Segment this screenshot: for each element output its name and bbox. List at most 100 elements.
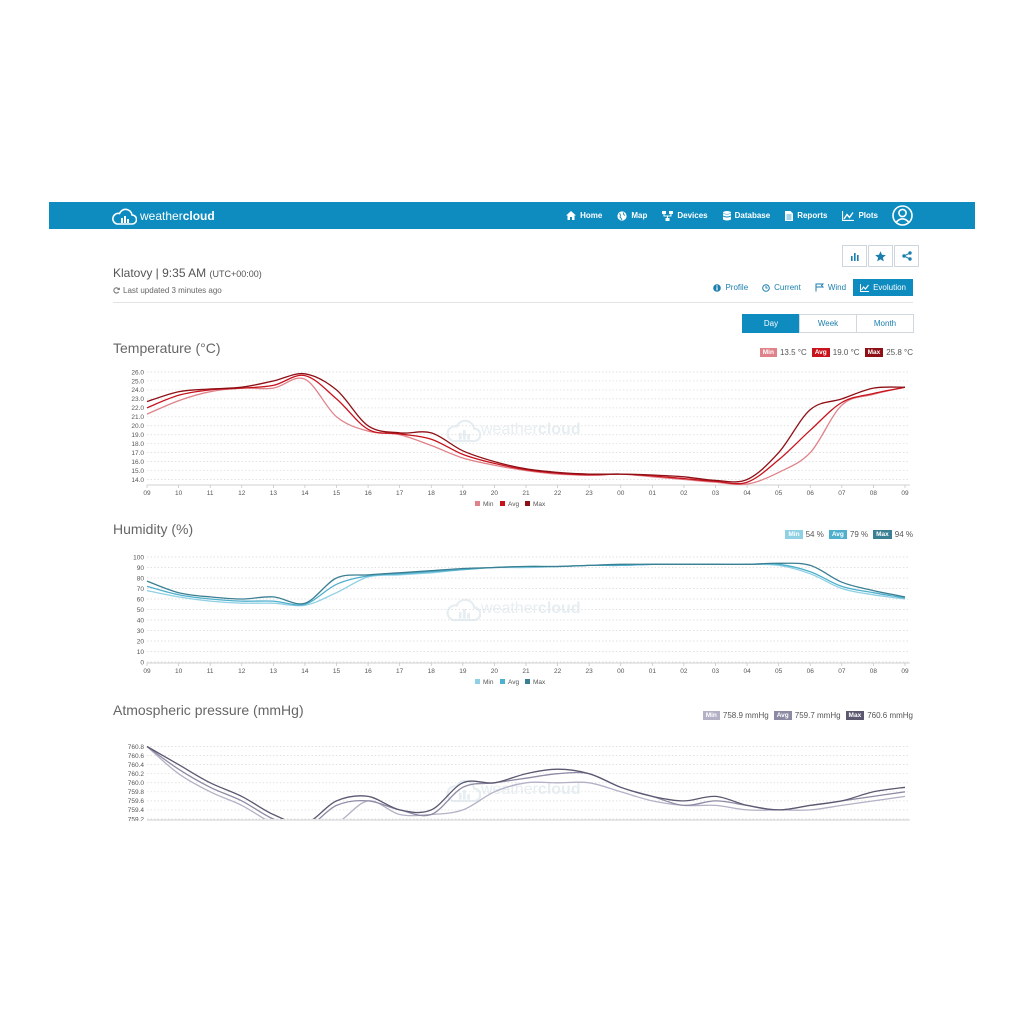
x-tick-label: 15 <box>333 490 341 497</box>
hum-avg-badge: Avg <box>828 530 847 539</box>
watermark-cloud-icon <box>446 419 481 443</box>
tab-evolution[interactable]: Evolution <box>853 279 913 296</box>
x-tick-label: 04 <box>743 668 751 675</box>
x-tick-label: 09 <box>143 490 151 497</box>
y-tick-label: 14.0 <box>131 477 144 484</box>
range-month-button[interactable]: Month <box>856 314 914 333</box>
legend-label-max: Max <box>533 501 546 508</box>
y-tick-label: 30 <box>137 628 145 635</box>
series-line-max <box>146 372 906 483</box>
y-tick-label: 760.0 <box>128 780 145 787</box>
x-tick-label: 04 <box>743 490 751 497</box>
y-tick-label: 23.0 <box>131 396 144 403</box>
globe-icon <box>617 210 627 221</box>
press-avg-value: 759.7 mmHg <box>794 711 841 720</box>
document-icon <box>785 210 794 221</box>
temperature-watermark: weather cloud <box>445 417 581 443</box>
x-tick-label: 15 <box>333 668 341 675</box>
y-tick-label: 759.4 <box>128 807 145 814</box>
temp-min-badge: Min <box>759 348 777 357</box>
nav-database[interactable]: Database <box>722 210 770 221</box>
tab-profile[interactable]: Profile <box>706 279 755 296</box>
y-tick-label: 0 <box>140 659 144 666</box>
x-tick-label: 02 <box>680 490 688 497</box>
series-line-min <box>146 563 906 607</box>
nav-map-label: Map <box>631 211 648 220</box>
press-max-badge: Max <box>845 711 865 720</box>
watermark-bold: cloud <box>537 600 581 617</box>
x-tick-label: 13 <box>270 668 278 675</box>
y-tick-label: 80 <box>137 575 145 582</box>
y-tick-label: 760.8 <box>128 744 145 751</box>
nav-plots-label: Plots <box>858 211 878 220</box>
stats-button[interactable] <box>842 245 867 267</box>
header-divider <box>113 302 913 303</box>
x-tick-label: 09 <box>901 490 909 497</box>
watermark-light: weather <box>481 781 538 798</box>
tab-current-label: Current <box>774 283 801 292</box>
station-actions <box>841 245 919 267</box>
x-tick-label: 16 <box>364 668 372 675</box>
tab-current[interactable]: Current <box>755 279 808 296</box>
temp-min-value: 13.5 °C <box>779 348 807 357</box>
main-nav: Home Map Devices Database Reports Plots <box>551 202 913 229</box>
nav-devices[interactable]: Devices <box>662 210 708 221</box>
line-chart-icon <box>842 210 855 221</box>
y-tick-label: 60 <box>137 596 145 603</box>
watermark-cloud-icon <box>446 598 481 622</box>
user-avatar-icon[interactable] <box>892 205 913 226</box>
x-tick-label: 21 <box>522 490 530 497</box>
humidity-title: Humidity (%) <box>113 521 194 537</box>
x-tick-label: 20 <box>491 668 499 675</box>
x-tick-label: 05 <box>775 490 783 497</box>
watermark-light: weather <box>481 600 538 617</box>
nav-home-label: Home <box>580 211 603 220</box>
legend-label-avg: Avg <box>508 501 519 508</box>
legend-swatch-min <box>475 501 480 506</box>
hum-min-value: 54 % <box>805 530 824 539</box>
nav-reports[interactable]: Reports <box>785 210 827 221</box>
range-day-button[interactable]: Day <box>742 314 800 333</box>
y-tick-label: 20.0 <box>131 423 144 430</box>
nav-plots[interactable]: Plots <box>842 210 878 221</box>
x-tick-label: 03 <box>712 668 720 675</box>
x-tick-label: 00 <box>617 490 625 497</box>
nav-map[interactable]: Map <box>617 210 648 221</box>
station-name-time: Klatovy | 9:35 AM <box>113 266 207 280</box>
x-tick-label: 12 <box>238 490 246 497</box>
x-tick-label: 01 <box>649 668 657 675</box>
y-tick-label: 760.6 <box>128 753 145 760</box>
temp-avg-value: 19.0 °C <box>832 348 860 357</box>
favorite-button[interactable] <box>868 245 893 267</box>
y-tick-label: 17.0 <box>131 450 144 457</box>
share-button[interactable] <box>894 245 919 267</box>
nav-home[interactable]: Home <box>566 211 602 220</box>
wind-flag-icon <box>815 283 824 292</box>
x-tick-label: 12 <box>238 668 246 675</box>
legend-swatch-avg <box>500 679 505 684</box>
y-tick-label: 759.6 <box>128 798 145 805</box>
x-tick-label: 18 <box>428 490 436 497</box>
x-tick-label: 08 <box>870 668 878 675</box>
refresh-icon <box>113 287 120 294</box>
x-tick-label: 08 <box>870 490 878 497</box>
series-group <box>146 372 906 486</box>
tab-wind[interactable]: Wind <box>808 279 853 296</box>
x-tick-label: 19 <box>459 490 467 497</box>
pressure-summary: Min 758.9 mmHg Avg 759.7 mmHg Max 760.6 … <box>698 711 913 720</box>
weathercloud-logo[interactable]: weather cloud <box>111 206 215 226</box>
x-tick-label: 23 <box>586 668 594 675</box>
legend-swatch-min <box>475 679 480 684</box>
pressure-title: Atmospheric pressure (mmHg) <box>113 702 304 718</box>
devices-icon <box>662 210 674 221</box>
range-week-button[interactable]: Week <box>799 314 857 333</box>
y-tick-label: 21.0 <box>131 414 144 421</box>
x-tick-label: 06 <box>807 490 815 497</box>
x-tick-label: 13 <box>270 490 278 497</box>
x-tick-label: 02 <box>680 668 688 675</box>
x-tick-label: 07 <box>838 668 846 675</box>
y-tick-label: 759.8 <box>128 789 145 796</box>
y-tick-label: 24.0 <box>131 387 144 394</box>
pressure-chart: 759.2 759.4 759.6 759.8 760.0 760.2 760.4 760.6… <box>128 744 910 821</box>
x-tick-label: 10 <box>175 668 183 675</box>
